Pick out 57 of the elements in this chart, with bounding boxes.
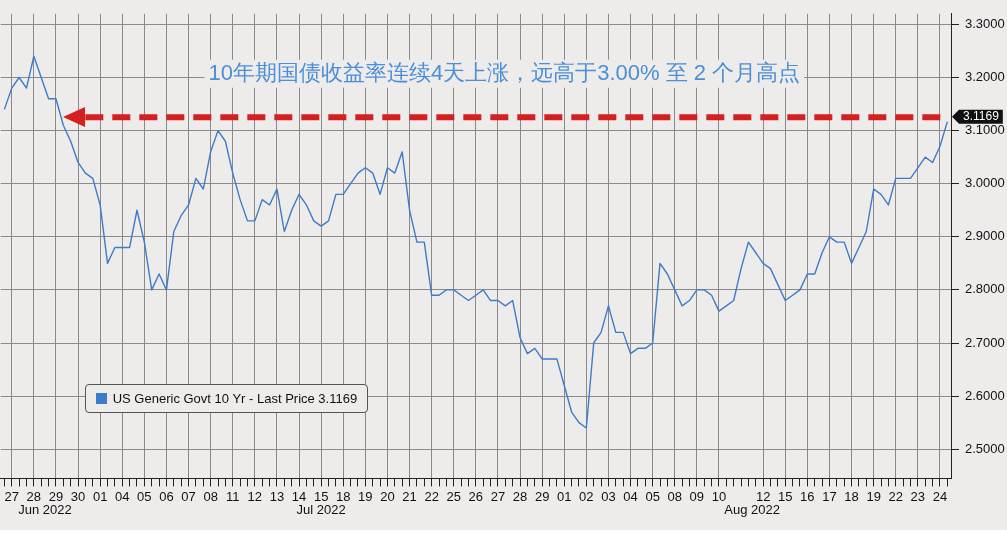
x-tick-label: 29 bbox=[48, 488, 64, 504]
text: Aug 2022 bbox=[724, 502, 780, 518]
x-tick-label: 02 bbox=[579, 488, 594, 504]
x-tick-label: 22 bbox=[424, 488, 439, 504]
x-tick-label: 12 bbox=[755, 488, 771, 504]
text: 10年期国债收益率连续4天上涨，远高于3.00% 至 2 个月高点 bbox=[208, 59, 801, 85]
x-tick-label: 08 bbox=[203, 488, 218, 504]
x-tick-label: 12 bbox=[247, 488, 263, 504]
x-tick-label: 20 bbox=[380, 488, 395, 504]
x-tick-label: 19 bbox=[358, 488, 373, 504]
x-tick-label: 11 bbox=[226, 488, 240, 504]
x-tick-label: 23 bbox=[910, 488, 926, 504]
x-tick-label: 21 bbox=[402, 488, 417, 504]
x-tick-label: 15 bbox=[313, 488, 329, 504]
data-label: 3.1169 bbox=[963, 108, 1000, 123]
legend-label: US Generic Govt 10 Yr - Last Price 3.1169 bbox=[112, 391, 358, 407]
x-tick-label: 16 bbox=[800, 488, 815, 504]
text: Jun 2022 bbox=[18, 502, 72, 518]
x-tick-label: 05 bbox=[645, 488, 660, 504]
x-tick-label: 01 bbox=[557, 488, 572, 504]
x-tick-label: 29 bbox=[534, 488, 550, 504]
x-tick-label: 22 bbox=[888, 488, 903, 504]
x-tick-label: 07 bbox=[181, 488, 196, 504]
x-tick-label: 18 bbox=[336, 488, 351, 504]
y-tick-label: 3.3000 bbox=[965, 16, 1005, 31]
x-tick-label: 04 bbox=[115, 488, 130, 504]
x-tick-label: 08 bbox=[667, 488, 682, 504]
x-tick-label: 27 bbox=[490, 488, 506, 504]
y-tick-label: 2.5000 bbox=[965, 440, 1005, 456]
x-tick-label: 26 bbox=[468, 488, 484, 504]
y-tick-label: 3.0000 bbox=[965, 175, 1005, 191]
x-tick-label: 01 bbox=[92, 488, 108, 504]
x-tick-label: 25 bbox=[446, 488, 461, 504]
x-tick-label: 13 bbox=[269, 488, 285, 504]
y-tick-label: 3.2000 bbox=[965, 69, 1005, 85]
text: Jul 2022 bbox=[296, 502, 346, 518]
x-tick-label: 27 bbox=[4, 488, 19, 504]
x-tick-label: 19 bbox=[866, 488, 881, 504]
y-tick-label: 2.6000 bbox=[965, 387, 1005, 403]
x-tick-label: 09 bbox=[689, 488, 705, 504]
x-tick-label: 28 bbox=[26, 488, 42, 504]
x-tick-label: 15 bbox=[778, 488, 793, 504]
x-tick-label: 24 bbox=[932, 488, 948, 504]
x-tick-label: 28 bbox=[512, 488, 528, 504]
y-tick-label: 3.1000 bbox=[965, 122, 1005, 138]
x-tick-label: 03 bbox=[601, 488, 616, 504]
y-tick-label: 2.8000 bbox=[965, 281, 1005, 297]
x-tick-label: 14 bbox=[291, 488, 307, 504]
x-tick-label: 05 bbox=[137, 488, 152, 504]
x-tick-label: 17 bbox=[822, 488, 837, 504]
y-tick-label: 2.7000 bbox=[965, 334, 1005, 350]
x-tick-label: 30 bbox=[70, 488, 86, 504]
y-tick-label: 2.9000 bbox=[965, 228, 1005, 244]
x-tick-label: 06 bbox=[159, 488, 174, 504]
x-tick-label: 04 bbox=[623, 488, 638, 504]
x-tick-label: 18 bbox=[844, 488, 859, 504]
x-tick-label: 10 bbox=[711, 488, 727, 504]
